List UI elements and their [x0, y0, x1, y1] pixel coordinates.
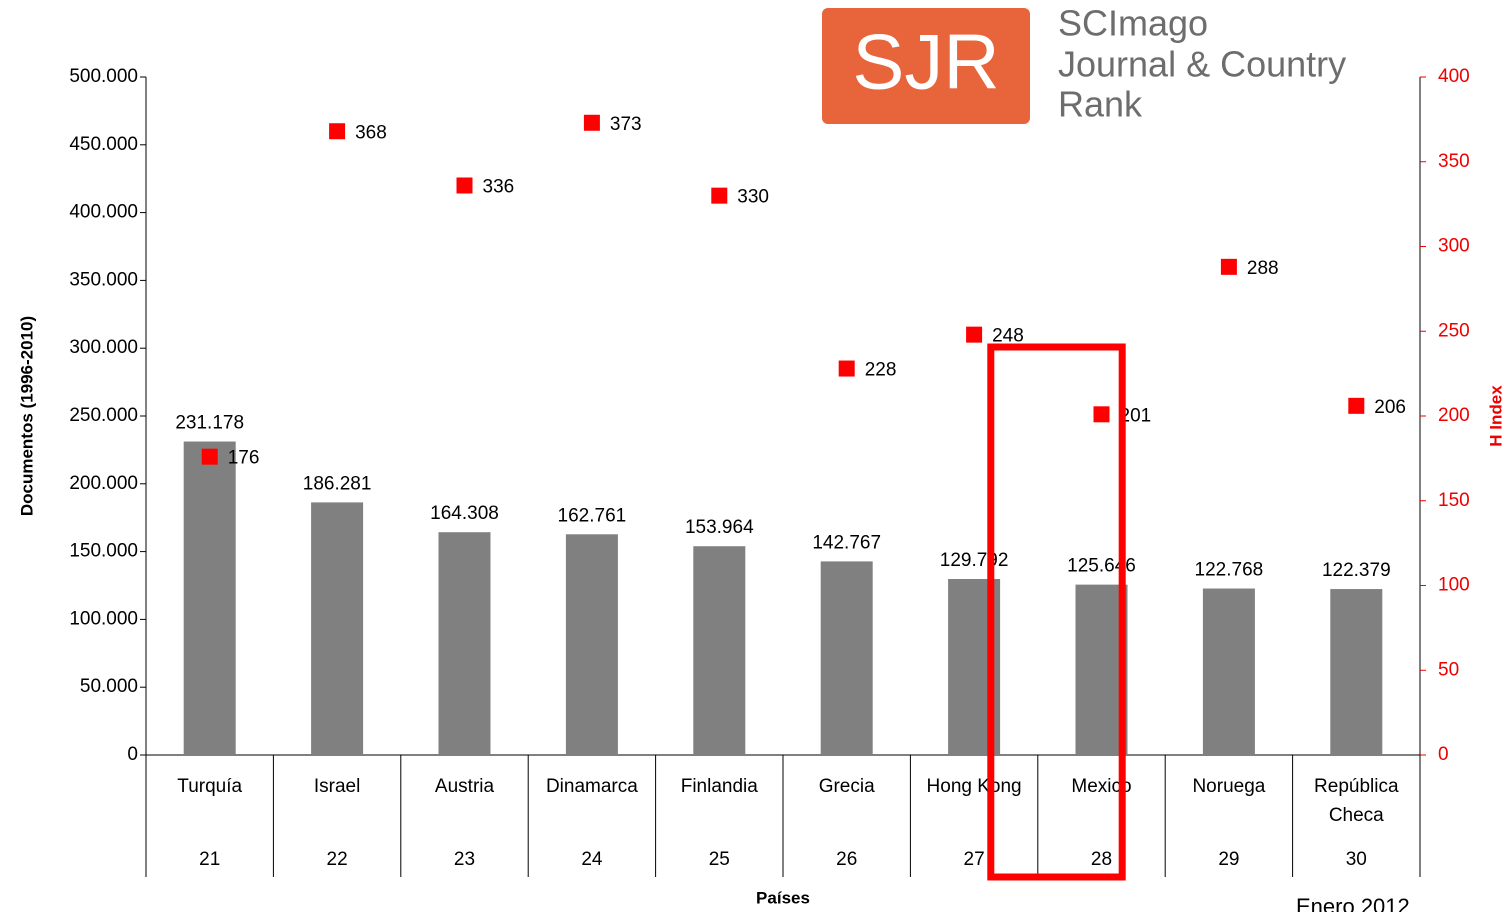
- marker: [329, 123, 346, 140]
- marker-value-label: 336: [483, 176, 515, 197]
- marker: [711, 187, 728, 204]
- bar-value-label: 186.281: [303, 473, 372, 494]
- marker-value-label: 201: [1120, 405, 1152, 426]
- marker: [1093, 406, 1110, 423]
- rank-label: 25: [709, 849, 730, 870]
- marker: [1348, 397, 1365, 414]
- rank-label: 24: [581, 849, 603, 870]
- bar-value-label: 164.308: [430, 503, 499, 524]
- bar: [438, 532, 491, 755]
- bar: [693, 546, 746, 755]
- marker-value-label: 228: [865, 360, 897, 381]
- y2-tick-label: 300: [1438, 236, 1470, 257]
- x-tick-label: Dinamarca: [546, 776, 638, 797]
- y-tick-label: 350.000: [69, 269, 138, 290]
- bar-value-label: 122.379: [1322, 560, 1391, 581]
- y-axis-label: Documentos (1996-2010): [17, 316, 36, 516]
- bar: [311, 502, 364, 755]
- x-tick-label: Hong Kong: [927, 776, 1022, 797]
- bar-value-label: 231.178: [175, 413, 244, 434]
- y-tick-label: 50.000: [80, 676, 138, 697]
- bar-value-label: 129.792: [940, 550, 1009, 571]
- marker: [838, 360, 855, 377]
- y2-tick-label: 250: [1438, 320, 1470, 341]
- y2-tick-label: 150: [1438, 490, 1470, 511]
- y2-tick-label: 200: [1438, 405, 1470, 426]
- y-tick-label: 300.000: [69, 337, 138, 358]
- y-tick-label: 500.000: [69, 66, 138, 87]
- x-tick-label: Mexico: [1071, 776, 1131, 797]
- rank-label: 27: [964, 849, 985, 870]
- logo-text: SCImago: [1058, 3, 1208, 44]
- marker-value-label: 368: [355, 122, 387, 143]
- rank-label: 30: [1346, 849, 1367, 870]
- x-tick-label: República Checa: [1314, 776, 1399, 826]
- y-tick-label: 0: [127, 744, 138, 765]
- marker: [1220, 258, 1237, 275]
- y2-tick-label: 100: [1438, 575, 1470, 596]
- y-tick-label: 250.000: [69, 405, 138, 426]
- y-tick-label: 400.000: [69, 202, 138, 223]
- logo-mark: SJR: [852, 18, 999, 106]
- marker-value-label: 248: [992, 326, 1024, 347]
- x-tick-label: Noruega: [1192, 776, 1265, 797]
- marker: [201, 448, 218, 465]
- highlight-box: [987, 343, 1126, 881]
- rank-label: 21: [199, 849, 220, 870]
- bar: [565, 534, 618, 755]
- bar: [820, 561, 873, 755]
- bar-value-label: 125.646: [1067, 556, 1136, 577]
- bar-value-label: 122.768: [1195, 560, 1264, 581]
- bar-value-label: 162.761: [558, 505, 627, 526]
- rank-label: 23: [454, 849, 475, 870]
- marker: [966, 326, 983, 343]
- logo-text: Rank: [1058, 84, 1143, 125]
- marker-value-label: 176: [228, 448, 260, 469]
- y-tick-label: 100.000: [69, 608, 138, 629]
- bar-value-label: 142.767: [812, 532, 881, 553]
- x-tick-label: Turquía: [177, 776, 242, 797]
- x-tick-label: Austria: [435, 776, 495, 797]
- y-tick-label: 200.000: [69, 473, 138, 494]
- x-axis-label: Países: [756, 888, 810, 907]
- y2-tick-label: 350: [1438, 151, 1470, 172]
- y2-tick-label: 0: [1438, 744, 1449, 765]
- y-tick-label: 150.000: [69, 541, 138, 562]
- bar: [183, 441, 236, 755]
- x-tick-label: Grecia: [819, 776, 875, 797]
- x-tick-label: Finlandia: [681, 776, 759, 797]
- marker-value-label: 373: [610, 114, 642, 135]
- marker-value-label: 206: [1374, 397, 1406, 418]
- bar-value-label: 153.964: [685, 517, 754, 538]
- marker: [583, 114, 600, 131]
- rank-label: 29: [1218, 849, 1239, 870]
- bar: [1202, 588, 1255, 755]
- bar: [1330, 589, 1383, 755]
- annotation: Enero 2012: [1296, 894, 1410, 912]
- x-tick-label: Israel: [314, 776, 360, 797]
- logo-box: [822, 8, 1030, 124]
- y-tick-label: 450.000: [69, 134, 138, 155]
- rank-label: 22: [327, 849, 348, 870]
- rank-label: 26: [836, 849, 857, 870]
- marker: [456, 177, 473, 194]
- y2-axis-label: H Index: [1486, 385, 1505, 447]
- logo-text: Journal & Country: [1058, 44, 1346, 85]
- marker-value-label: 288: [1247, 258, 1279, 279]
- marker-value-label: 330: [737, 187, 769, 208]
- y2-tick-label: 400: [1438, 66, 1470, 87]
- rank-label: 28: [1091, 849, 1112, 870]
- y2-tick-label: 50: [1438, 659, 1459, 680]
